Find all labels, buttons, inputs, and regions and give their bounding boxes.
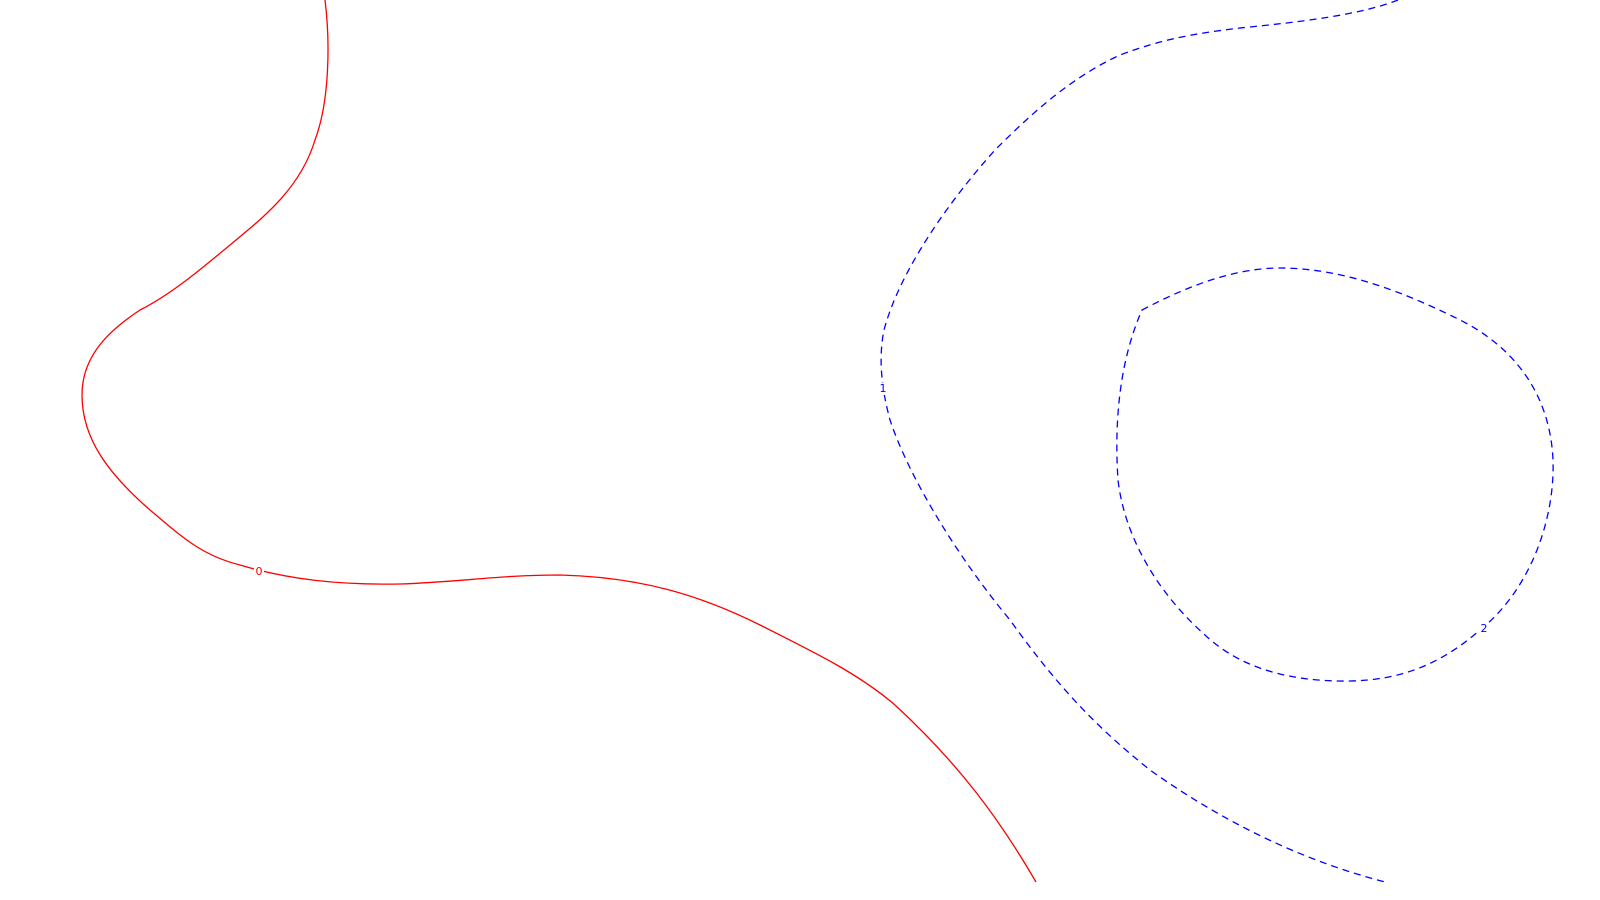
contour-label-background — [1479, 623, 1489, 635]
contour-line-level-0 — [81, 0, 1037, 883]
contour-line-level-1 — [880, 0, 1399, 883]
contour-line-level-2 — [1116, 267, 1554, 682]
contour-labels-layer: 0 1 2 — [254, 382, 1489, 635]
contour-label-0: 0 — [256, 565, 263, 578]
contour-label-background — [254, 566, 264, 578]
contour-label-2: 2 — [1481, 622, 1488, 635]
contours-layer — [81, 0, 1554, 883]
contour-label-1: 1 — [880, 382, 887, 395]
contour-label-background — [878, 383, 888, 395]
